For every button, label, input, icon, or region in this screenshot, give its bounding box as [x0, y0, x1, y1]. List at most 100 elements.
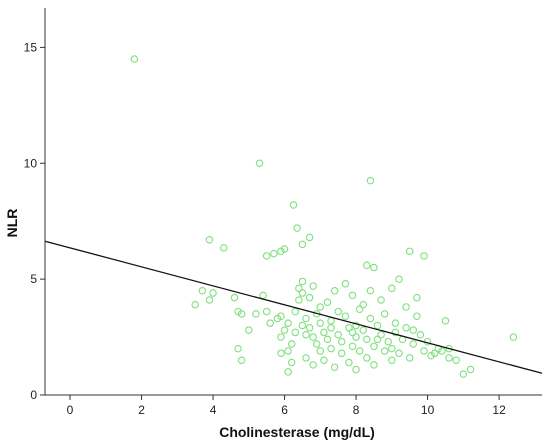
- data-point: [466, 365, 475, 374]
- x-axis-ticks: 0 2 4 6 8 10 12: [67, 395, 506, 417]
- y-tick-label: 10: [24, 156, 38, 170]
- data-point: [130, 55, 139, 63]
- data-point: [237, 310, 246, 318]
- data-point: [363, 354, 371, 362]
- data-point: [416, 330, 425, 339]
- data-point: [391, 328, 400, 337]
- data-point: [334, 330, 342, 339]
- data-point: [302, 330, 310, 339]
- data-point: [284, 368, 292, 376]
- data-point: [191, 300, 199, 309]
- data-point: [420, 252, 428, 260]
- data-point: [305, 233, 314, 242]
- data-point: [305, 324, 314, 332]
- data-point: [355, 347, 364, 355]
- data-point: [316, 303, 325, 311]
- data-point: [298, 289, 307, 297]
- x-axis-title: Cholinesterase (mg/dL): [219, 424, 375, 440]
- data-point: [334, 307, 342, 316]
- data-point: [348, 342, 357, 351]
- data-point: [277, 247, 285, 256]
- data-point: [445, 354, 453, 362]
- data-point: [298, 277, 307, 286]
- data-point: [355, 305, 364, 314]
- x-tick-label: 8: [353, 403, 360, 417]
- y-tick-label: 0: [30, 388, 37, 402]
- data-point: [252, 310, 260, 318]
- data-point: [338, 337, 346, 346]
- data-point: [305, 293, 314, 302]
- data-point: [384, 337, 393, 346]
- x-tick-label: 0: [67, 403, 74, 417]
- data-point: [298, 321, 307, 330]
- data-point: [266, 319, 275, 327]
- data-point: [312, 340, 321, 348]
- data-point: [341, 312, 350, 320]
- data-point: [327, 324, 335, 332]
- data-point: [287, 340, 296, 348]
- data-point: [373, 321, 382, 330]
- data-point: [420, 347, 428, 355]
- data-point: [348, 328, 357, 337]
- data-point: [320, 328, 328, 337]
- data-point: [302, 314, 310, 323]
- data-point: [284, 319, 292, 327]
- y-tick-label: 15: [24, 40, 38, 54]
- y-axis-title: NLR: [4, 209, 20, 238]
- data-point: [295, 296, 303, 304]
- data-point: [320, 356, 328, 364]
- x-tick-label: 4: [210, 403, 217, 417]
- x-tick-label: 6: [281, 403, 288, 417]
- data-point: [430, 349, 439, 358]
- data-point: [277, 333, 285, 341]
- data-point: [298, 240, 307, 249]
- data-point: [370, 361, 378, 369]
- data-point: [262, 307, 271, 316]
- data-point: [205, 235, 214, 244]
- data-point: [413, 312, 421, 320]
- data-point: [370, 263, 378, 272]
- data-point: [352, 321, 360, 330]
- data-point: [348, 291, 357, 300]
- data-point: [352, 365, 360, 374]
- data-point: [409, 340, 418, 348]
- data-point: [445, 344, 453, 353]
- data-point: [234, 344, 242, 353]
- data-point: [255, 159, 264, 168]
- data-point: [262, 252, 271, 260]
- data-point: [345, 358, 353, 367]
- data-point: [388, 284, 396, 293]
- data-point: [209, 289, 217, 297]
- data-point: [370, 342, 378, 351]
- data-point: [459, 370, 468, 378]
- y-tick-label: 5: [30, 272, 37, 286]
- data-point: [363, 261, 371, 269]
- data-point: [366, 314, 375, 323]
- data-point: [302, 354, 310, 362]
- data-point: [366, 286, 375, 295]
- data-points: [130, 55, 518, 378]
- data-point: [377, 296, 385, 304]
- data-point: [245, 326, 253, 334]
- data-point: [380, 310, 389, 318]
- data-point: [395, 275, 403, 283]
- data-point: [284, 347, 292, 355]
- data-point: [359, 300, 367, 309]
- data-point: [338, 349, 346, 358]
- regression-line: [44, 240, 543, 374]
- data-point: [277, 312, 285, 320]
- data-point: [205, 296, 214, 304]
- data-point: [295, 284, 303, 293]
- data-point: [323, 335, 332, 344]
- data-point: [309, 333, 317, 341]
- data-point: [405, 354, 414, 362]
- y-axis-ticks: 0 5 10 15: [24, 40, 45, 402]
- data-point: [352, 333, 360, 341]
- data-point: [363, 335, 371, 344]
- data-point: [413, 293, 421, 302]
- data-point: [388, 344, 396, 353]
- data-point: [345, 324, 353, 332]
- data-point: [373, 335, 382, 344]
